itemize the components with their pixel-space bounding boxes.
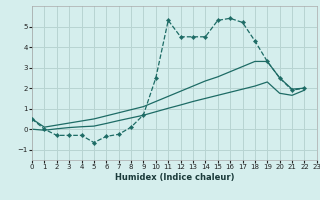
X-axis label: Humidex (Indice chaleur): Humidex (Indice chaleur) (115, 173, 234, 182)
